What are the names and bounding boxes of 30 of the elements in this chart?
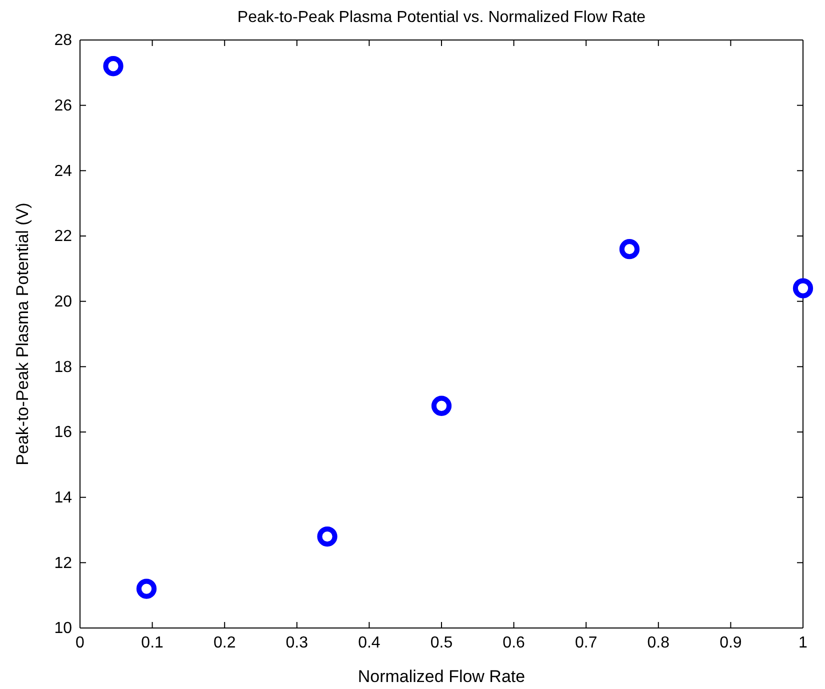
y-tick-label: 28 bbox=[54, 32, 72, 50]
x-tick-label: 0.5 bbox=[430, 634, 453, 652]
x-tick-label: 0.6 bbox=[502, 634, 526, 652]
x-tick-label: 0.1 bbox=[141, 634, 164, 652]
y-tick-label: 20 bbox=[54, 293, 72, 310]
point bbox=[792, 278, 814, 298]
y-tick-label: 16 bbox=[54, 424, 72, 442]
y-tick-label: 22 bbox=[54, 228, 72, 246]
x-tick-label: 0.3 bbox=[286, 634, 308, 652]
chart-title: Peak-to-Peak Plasma Potential vs. Normalized Flow Rate bbox=[237, 9, 646, 26]
x-tick-label: 0.4 bbox=[358, 634, 380, 652]
y-tick-label: 26 bbox=[54, 97, 72, 114]
y-tick-label: 10 bbox=[54, 620, 72, 638]
x-tick-label: 0.7 bbox=[574, 634, 598, 652]
x-tick-label: 0.2 bbox=[213, 634, 236, 652]
point bbox=[136, 578, 157, 599]
x-tick-label: 0 bbox=[76, 634, 85, 652]
x-tick-label: 1 bbox=[798, 634, 808, 652]
y-tick-label: 14 bbox=[54, 489, 72, 506]
point bbox=[103, 56, 124, 76]
point bbox=[619, 239, 640, 260]
y-tick-label: 24 bbox=[54, 162, 72, 180]
y-axis-title: Peak-to-Peak Plasma Potential (V) bbox=[13, 202, 32, 466]
x-axis-title: Normalized Flow Rate bbox=[358, 667, 526, 686]
x-tick-label: 0.8 bbox=[647, 634, 670, 652]
y-tick-label: 18 bbox=[54, 358, 72, 376]
point bbox=[317, 526, 338, 547]
y-tick-label: 12 bbox=[54, 554, 72, 572]
point bbox=[431, 396, 452, 416]
x-tick-label: 0.9 bbox=[720, 634, 742, 652]
